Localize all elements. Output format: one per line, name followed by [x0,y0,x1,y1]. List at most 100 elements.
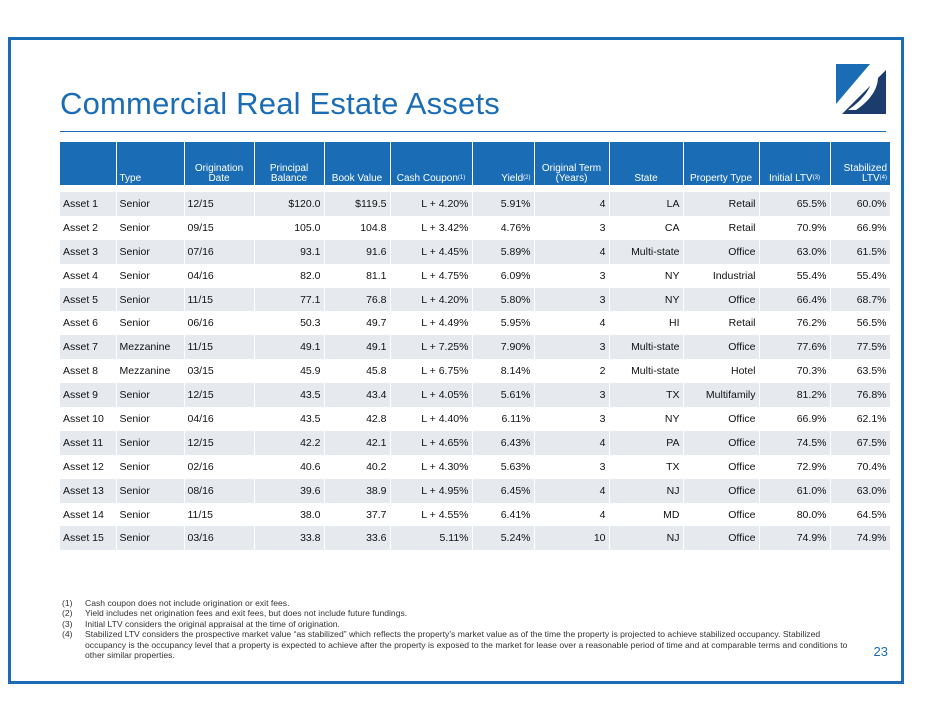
cell-stabilized-ltv: 62.1% [830,407,891,431]
cell-initial-ltv: 72.9% [759,454,831,479]
cell-original-term: 3 [534,407,610,431]
cell-origination-date: 04/16 [184,407,255,431]
header-property-type: Property Type [683,142,760,185]
cell-yield: 6.45% [472,478,535,503]
cell-book-value: 33.6 [324,526,391,551]
cell-initial-ltv: 76.2% [759,311,831,336]
cell-asset: Asset 2 [60,215,117,240]
cell-type: Senior [116,430,185,455]
table-row: Asset 11 Senior 12/15 42.2 42.1 L + 4.65% 6.43… [60,430,891,455]
page-title: Commercial Real Estate Assets [60,86,500,121]
footnote-text: Stabilized LTV considers the prospective… [85,629,848,661]
cell-asset: Asset 7 [60,335,117,360]
cell-origination-date: 12/15 [184,383,255,408]
header-yield: Yield(2) [472,142,535,185]
cell-origination-date: 09/15 [184,215,255,240]
cell-yield: 5.63% [472,454,535,479]
cell-stabilized-ltv: 55.4% [830,263,891,288]
cell-yield: 5.24% [472,526,535,551]
header-stabilized-ltv-label: Stabilized LTV [843,163,887,184]
cell-yield: 6.43% [472,430,535,455]
cell-asset: Asset 3 [60,239,117,264]
table-row: Asset 3 Senior 07/16 93.1 91.6 L + 4.45% 5.89%… [60,239,891,264]
table-row: Asset 4 Senior 04/16 82.0 81.1 L + 4.75% 6.09%… [60,263,891,288]
cell-asset: Asset 5 [60,287,117,312]
cell-initial-ltv: 55.4% [759,263,831,288]
cell-initial-ltv: 66.4% [759,287,831,312]
cell-state: NJ [609,478,684,503]
footnote: (3) Initial LTV considers the original ap… [62,619,852,629]
header-asset [60,142,117,185]
table-row: Asset 12 Senior 02/16 40.6 40.2 L + 4.30% 5.63… [60,454,891,479]
header-initial-ltv: Initial LTV(3) [759,142,831,185]
footnote-text: Yield includes net origination fees and … [85,608,408,619]
cell-state: NY [609,263,684,288]
cell-asset: Asset 8 [60,359,117,384]
cell-initial-ltv: 77.6% [759,335,831,360]
table-row: Asset 13 Senior 08/16 39.6 38.9 L + 4.95% 6.45… [60,478,891,503]
cell-asset: Asset 10 [60,407,117,431]
cell-property-type: Hotel [683,359,760,384]
cell-yield: 5.95% [472,311,535,336]
cell-book-value: 81.1 [324,263,391,288]
table-row: Asset 14 Senior 11/15 38.0 37.7 L + 4.55% 6.41… [60,502,891,527]
cell-origination-date: 11/15 [184,502,255,527]
cell-book-value: 49.7 [324,311,391,336]
cell-principal-balance: $120.0 [254,192,325,216]
cell-principal-balance: 105.0 [254,215,325,240]
footnote-number: (4) [62,629,73,640]
cell-original-term: 4 [534,239,610,264]
cell-book-value: 43.4 [324,383,391,408]
cell-property-type: Office [683,478,760,503]
cell-origination-date: 04/16 [184,263,255,288]
cell-cash-coupon: L + 4.30% [390,454,473,479]
cell-book-value: 76.8 [324,287,391,312]
assets-table: Type Origination Date Principal Balance … [60,142,891,551]
cell-cash-coupon: L + 4.20% [390,192,473,216]
cell-cash-coupon: L + 4.40% [390,407,473,431]
cell-yield: 5.61% [472,383,535,408]
cell-book-value: 49.1 [324,335,391,360]
cell-type: Senior [116,454,185,479]
cell-origination-date: 12/15 [184,430,255,455]
header-gap [60,185,890,192]
cell-asset: Asset 12 [60,454,117,479]
cell-state: NY [609,287,684,312]
cell-initial-ltv: 70.9% [759,215,831,240]
cell-principal-balance: 82.0 [254,263,325,288]
cell-stabilized-ltv: 63.0% [830,478,891,503]
cell-stabilized-ltv: 61.5% [830,239,891,264]
cell-property-type: Office [683,287,760,312]
cell-original-term: 4 [534,311,610,336]
cell-principal-balance: 77.1 [254,287,325,312]
cell-asset: Asset 4 [60,263,117,288]
cell-principal-balance: 42.2 [254,430,325,455]
cell-original-term: 4 [534,430,610,455]
cell-origination-date: 03/16 [184,526,255,551]
cell-property-type: Retail [683,192,760,216]
cell-property-type: Office [683,430,760,455]
cell-type: Senior [116,502,185,527]
footnote: (4) Stabilized LTV considers the prospect… [62,629,852,660]
cell-property-type: Office [683,407,760,431]
table-row: Asset 2 Senior 09/15 105.0 104.8 L + 3.42% 4.7… [60,215,891,240]
table-row: Asset 7 Mezzanine 11/15 49.1 49.1 L + 7.25% 7.… [60,335,891,360]
cell-property-type: Office [683,239,760,264]
cell-initial-ltv: 74.5% [759,430,831,455]
cell-state: Multi-state [609,239,684,264]
cell-property-type: Office [683,502,760,527]
cell-book-value: 91.6 [324,239,391,264]
table-row: Asset 1 Senior 12/15 $120.0 $119.5 L + 4.20% 5… [60,192,891,216]
cell-original-term: 3 [534,263,610,288]
cell-cash-coupon: L + 4.20% [390,287,473,312]
cell-principal-balance: 38.0 [254,502,325,527]
footnote-ref-4: (4) [879,175,887,181]
title-divider [60,131,886,132]
footnote-ref-3: (3) [812,175,821,181]
cell-book-value: 45.8 [324,359,391,384]
cell-state: NY [609,407,684,431]
header-cash-coupon-label: Cash Coupon [396,173,458,184]
cell-initial-ltv: 81.2% [759,383,831,408]
cell-stabilized-ltv: 74.9% [830,526,891,551]
footnote-number: (2) [62,608,73,619]
